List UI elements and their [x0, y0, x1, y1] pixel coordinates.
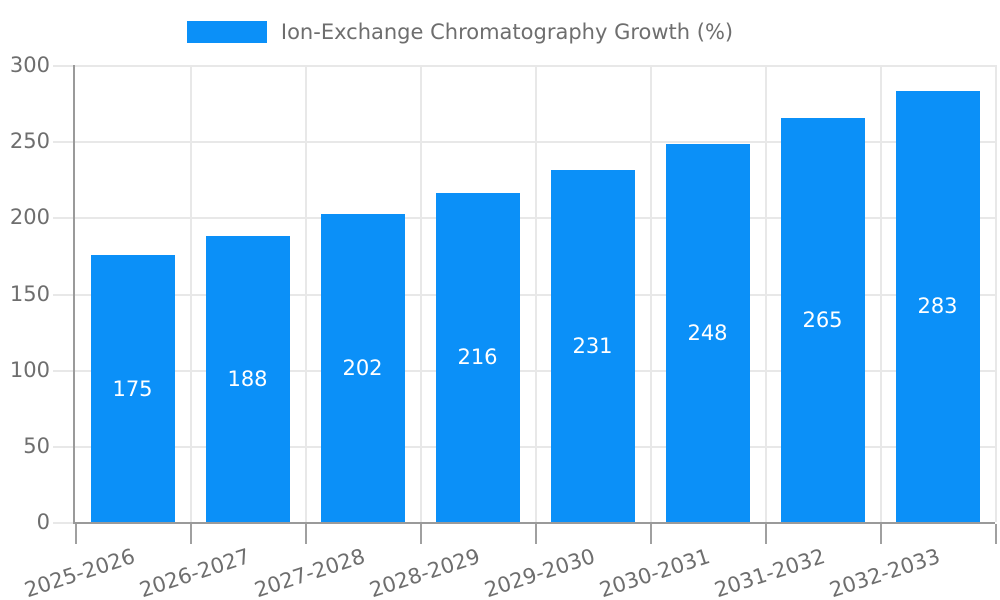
x-tick-mark	[535, 524, 537, 544]
x-tick-mark	[765, 524, 767, 544]
bar[interactable]: 248	[665, 144, 750, 522]
x-gridline	[880, 65, 882, 522]
bar-value-label: 175	[112, 376, 153, 401]
x-axis-tick-label: 2026-2027	[136, 544, 253, 600]
plot-area: 175 188 202 216 231 248 265 283	[53, 65, 997, 544]
y-axis-tick-label: 50	[23, 433, 50, 458]
bar-value-label: 188	[227, 366, 268, 391]
x-tick-mark	[650, 524, 652, 544]
bar[interactable]: 188	[205, 235, 290, 522]
bar-value-label: 202	[342, 356, 383, 381]
x-gridline	[995, 65, 997, 522]
bar[interactable]: 202	[320, 214, 405, 522]
bar-value-label: 231	[572, 334, 613, 359]
bar[interactable]: 265	[780, 118, 865, 522]
bar[interactable]: 231	[550, 170, 635, 522]
x-axis-tick-label: 2030-2031	[596, 544, 713, 600]
bar-value-label: 265	[802, 308, 843, 333]
x-gridline	[650, 65, 652, 522]
x-gridline	[305, 65, 307, 522]
y-axis-tick-label: 150	[9, 281, 50, 306]
y-tick-mark	[53, 369, 73, 372]
legend-swatch-icon	[186, 21, 267, 43]
legend-item[interactable]: Ion-Exchange Chromatography Growth (%)	[186, 19, 734, 45]
bar[interactable]: 175	[90, 255, 175, 522]
x-gridline	[535, 65, 537, 522]
y-axis-tick-label: 200	[9, 205, 50, 230]
y-tick-mark	[53, 141, 73, 144]
bar[interactable]: 283	[895, 90, 980, 522]
x-tick-mark	[305, 524, 307, 544]
bar[interactable]: 216	[435, 192, 520, 522]
y-axis-tick-label: 100	[9, 357, 50, 382]
x-axis-tick-label: 2031-2032	[711, 544, 828, 600]
x-gridline	[420, 65, 422, 522]
y-tick-mark	[53, 445, 73, 448]
x-tick-mark	[75, 524, 77, 544]
x-tick-mark	[995, 524, 997, 544]
x-axis-tick-label: 2029-2030	[481, 544, 598, 600]
x-axis-tick-label: 2028-2029	[366, 544, 483, 600]
x-axis-tick-label: 2027-2028	[251, 544, 368, 600]
bar-value-label: 248	[687, 321, 728, 346]
x-axis-tick-label: 2032-2033	[826, 544, 943, 600]
y-tick-mark	[53, 217, 73, 220]
y-axis-tick-label: 300	[9, 53, 50, 77]
x-tick-mark	[190, 524, 192, 544]
x-tick-mark	[880, 524, 882, 544]
y-axis-tick-label: 250	[9, 129, 50, 154]
bar-value-label: 216	[457, 345, 498, 370]
chart-legend: Ion-Exchange Chromatography Growth (%)	[0, 19, 1000, 45]
y-tick-mark	[53, 522, 73, 524]
x-tick-mark	[420, 524, 422, 544]
legend-label: Ion-Exchange Chromatography Growth (%)	[280, 20, 734, 44]
x-gridline	[765, 65, 767, 522]
x-axis-tick-label: 2025-2026	[21, 544, 138, 600]
bar-value-label: 283	[917, 294, 958, 319]
y-axis-tick-label: 0	[36, 510, 50, 534]
x-gridline	[190, 65, 192, 522]
y-tick-mark	[53, 65, 73, 67]
y-tick-mark	[53, 293, 73, 296]
